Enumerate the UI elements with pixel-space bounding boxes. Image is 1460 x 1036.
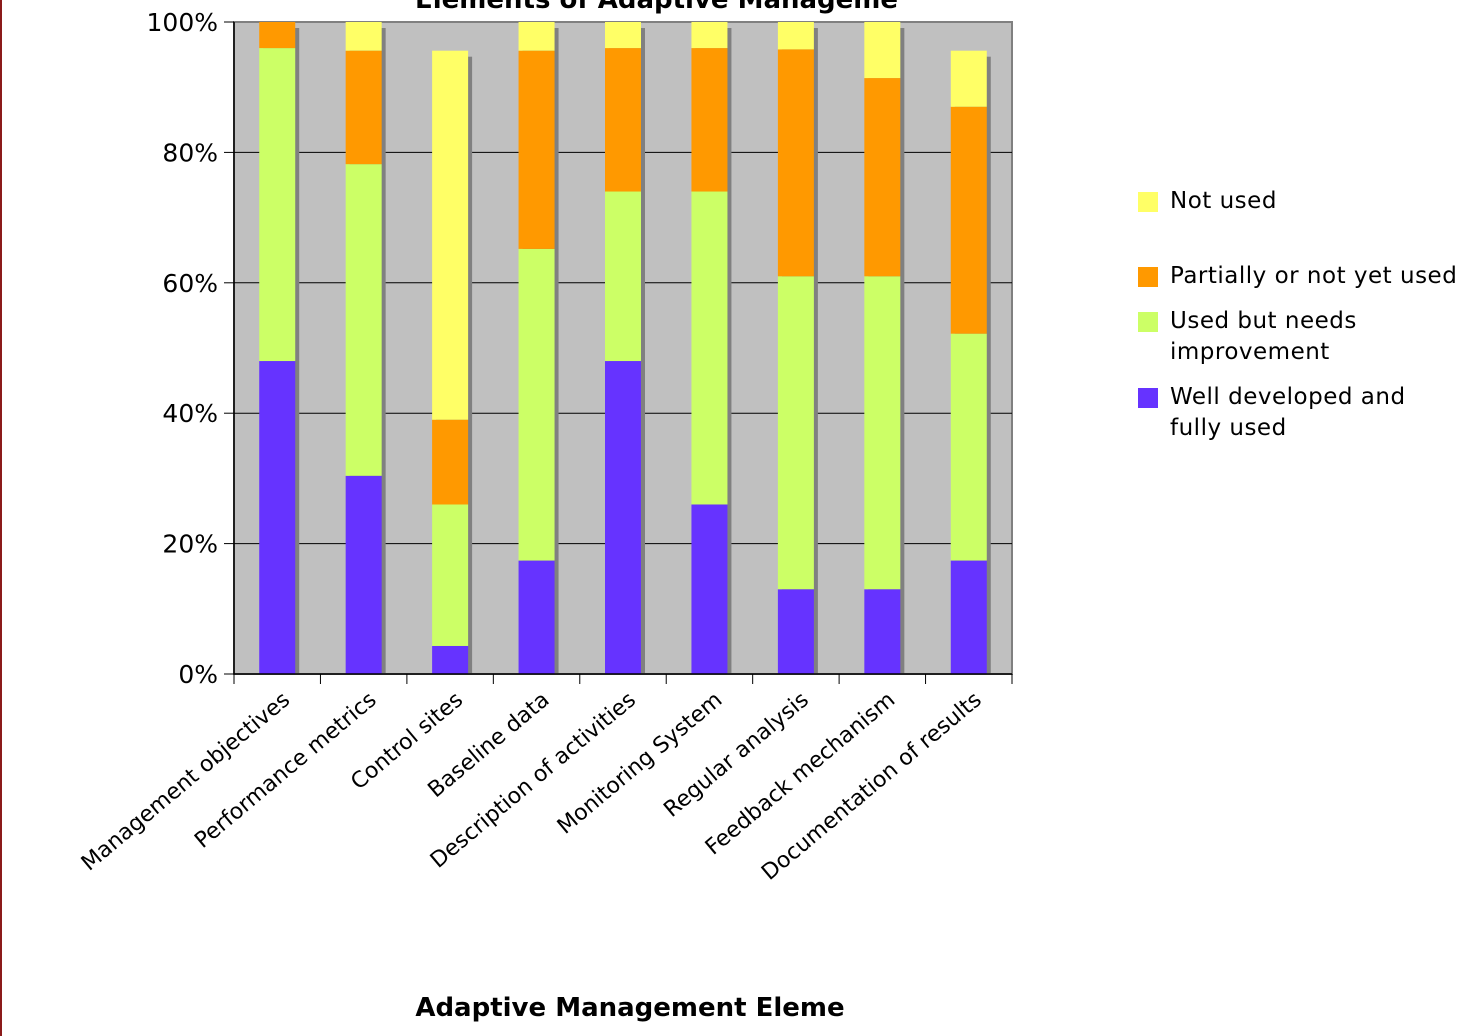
bar-segment [864, 22, 901, 79]
bar-segment [605, 191, 641, 362]
legend-label: Partially or not yet used [1170, 263, 1458, 289]
bar-segment [777, 49, 814, 277]
legend-swatch [1138, 267, 1158, 287]
y-tick-label: 40% [162, 399, 218, 428]
stacked-bar-chart: Elements of Adaptive Manageme 0% 20% 40% 60… [77, 0, 1013, 1023]
bar-segment [950, 106, 987, 334]
bar-segment [259, 361, 296, 674]
bar-segment [864, 276, 901, 590]
legend-item: Not used [1138, 186, 1460, 217]
bar-segment [950, 50, 987, 107]
legend-label: Well developed and fully used [1170, 384, 1406, 441]
bar-segment [691, 191, 728, 505]
bar-segment [691, 504, 728, 674]
bar-segment [345, 475, 382, 674]
legend-swatch [1138, 388, 1158, 408]
bar-segment [777, 22, 814, 50]
y-tick-label: 80% [162, 138, 218, 167]
bar-segment [432, 50, 469, 420]
y-tick-label: 0% [178, 660, 218, 689]
y-axis: 0% 20% 40% 60% 80% 100% [147, 8, 235, 689]
bar-segment [432, 645, 469, 674]
x-axis-title: Adaptive Management Eleme [415, 993, 844, 1023]
legend-item: Well developed and fully used [1138, 382, 1460, 444]
bar-segment [864, 78, 901, 277]
bar-segment [605, 361, 641, 674]
legend-swatch [1138, 192, 1158, 212]
bar-segment [777, 589, 814, 674]
bar-segment [518, 50, 555, 249]
bar-segment [518, 248, 555, 561]
bar-segment [345, 50, 382, 165]
legend: Not used Partially or not yet used Used bu… [1138, 186, 1460, 458]
bars [259, 22, 991, 675]
x-tick-label: Monitoring System [553, 687, 727, 839]
bar-segment [777, 276, 814, 590]
bar-segment [864, 589, 901, 674]
y-tick-label: 20% [162, 530, 218, 559]
bar-segment [950, 333, 987, 561]
bar-segment [259, 22, 296, 49]
left-border [0, 0, 2, 1036]
bar-segment [345, 164, 382, 476]
chart-title: Elements of Adaptive Manageme [415, 0, 898, 15]
bar-segment [605, 22, 641, 49]
x-tick-label: Regular analysis [659, 687, 813, 822]
bar-segment [518, 22, 555, 51]
legend-swatch [1138, 312, 1158, 332]
legend-label: Used but needs improvement [1170, 308, 1357, 365]
legend-item: Partially or not yet used [1138, 261, 1460, 292]
bar-segment [518, 560, 555, 674]
bar-segment [605, 48, 641, 192]
y-tick-label: 60% [162, 269, 218, 298]
bar-segment [432, 504, 469, 646]
y-tick-label: 100% [147, 8, 218, 37]
bar-segment [691, 48, 728, 192]
legend-item: Used but needs improvement [1138, 306, 1460, 368]
bar-segment [432, 419, 469, 505]
bar-segment [691, 22, 728, 49]
bar-segment [950, 560, 987, 674]
bar-segment [259, 48, 296, 362]
legend-label: Not used [1170, 188, 1277, 214]
bar-segment [345, 22, 382, 51]
